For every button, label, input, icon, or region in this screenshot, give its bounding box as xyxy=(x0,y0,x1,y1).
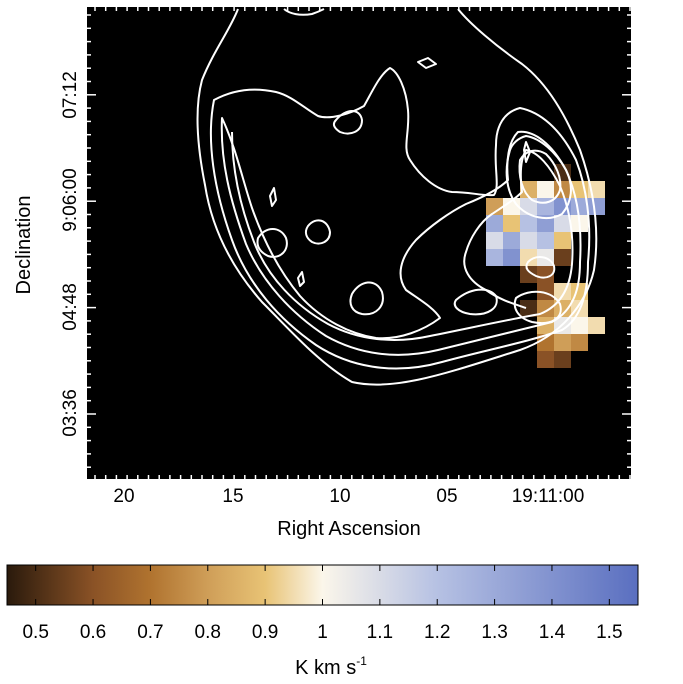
colorbar-tick-label: 1.4 xyxy=(539,622,566,643)
colorbar-tick-label: 1 xyxy=(317,622,328,643)
contour-overlay xyxy=(196,8,598,386)
emission-pixel xyxy=(537,334,554,351)
contour-peak xyxy=(523,141,531,163)
emission-pixel xyxy=(520,249,537,266)
y-tick-label: 04:48 xyxy=(60,283,81,331)
colorbar-title: K km s-1 xyxy=(295,654,367,679)
emission-pixel xyxy=(503,249,520,266)
colorbar-tick-label: 0.7 xyxy=(137,622,163,643)
y-tick-label: 9:06:00 xyxy=(60,168,81,231)
y-axis-title: Declination xyxy=(13,196,35,295)
colorbar-tick-label: 0.9 xyxy=(252,622,278,643)
contour-south-clump-2 xyxy=(513,290,562,324)
emission-pixel xyxy=(503,215,520,232)
emission-pixel xyxy=(537,283,554,300)
contour-outer xyxy=(196,8,598,386)
plot-ticks xyxy=(87,7,631,479)
emission-pixel xyxy=(486,215,503,232)
emission-pixel xyxy=(486,249,503,266)
contour-level-5 xyxy=(505,135,572,220)
emission-pixel xyxy=(537,351,554,368)
map-panel xyxy=(87,7,631,479)
emission-pixel xyxy=(537,232,554,249)
emission-pixel xyxy=(503,232,520,249)
colorbar-strip xyxy=(6,564,639,606)
emission-pixel xyxy=(520,181,537,198)
emission-pixel xyxy=(571,317,588,334)
emission-pixel xyxy=(520,266,537,283)
x-axis-title: Right Ascension xyxy=(277,518,420,540)
emission-pixel xyxy=(537,181,554,198)
emission-pixel xyxy=(554,334,571,351)
contour-level-2 xyxy=(209,67,591,370)
emission-pixel xyxy=(520,300,537,317)
contour-south-clump xyxy=(453,288,498,316)
contour-interior-4 xyxy=(349,281,384,316)
emission-pixel xyxy=(554,232,571,249)
x-tick-labels: 20 15 10 05 19:11:00 xyxy=(113,486,584,507)
emission-pixel xyxy=(571,334,588,351)
emission-pixel xyxy=(554,249,571,266)
contour-interior-3 xyxy=(256,228,288,258)
colorbar: 0.5 0.6 0.7 0.8 0.9 1 1.1 1.2 1.3 1.4 1.5 K km s-1 xyxy=(6,564,639,679)
emission-pixel xyxy=(554,351,571,368)
emission-pixel xyxy=(486,198,503,215)
y-tick-label: 03:36 xyxy=(60,389,81,437)
colorbar-ticks: 0.5 0.6 0.7 0.8 0.9 1 1.1 1.2 1.3 1.4 1.5 xyxy=(22,565,623,643)
y-tick-label: 07:12 xyxy=(60,71,81,119)
colorbar-title-exponent: -1 xyxy=(356,654,367,668)
emission-pixel xyxy=(588,198,605,215)
x-tick-label: 20 xyxy=(113,486,134,507)
y-tick-labels: 03:36 04:48 9:06:00 07:12 xyxy=(60,71,81,437)
contour-interior-5 xyxy=(304,219,331,245)
colorbar-tick-label: 1.3 xyxy=(481,622,507,643)
contour-interior-1 xyxy=(332,110,363,135)
contour-interior-2 xyxy=(417,57,437,69)
emission-pixel xyxy=(588,317,605,334)
colorbar-tick-label: 0.5 xyxy=(22,622,48,643)
emission-pixel xyxy=(520,215,537,232)
colorbar-tick-label: 0.8 xyxy=(195,622,221,643)
contour-south-clump-3 xyxy=(525,256,556,279)
contour-top-arc xyxy=(283,8,325,16)
colorbar-tick-label: 0.6 xyxy=(80,622,106,643)
emission-pixel xyxy=(537,266,554,283)
contour-level-6 xyxy=(518,149,562,204)
emission-pixel xyxy=(520,232,537,249)
emission-pixel xyxy=(554,300,571,317)
x-tick-label: 05 xyxy=(436,486,457,507)
emission-pixel xyxy=(537,215,554,232)
contour-interior-6 xyxy=(269,187,277,207)
colorbar-tick-label: 1.2 xyxy=(424,622,450,643)
contour-level-4 xyxy=(231,131,574,341)
emission-pixel xyxy=(571,198,588,215)
x-tick-label: 15 xyxy=(222,486,243,507)
colorbar-tick-label: 1.1 xyxy=(367,622,393,643)
colorbar-title-units: K km s xyxy=(295,657,356,679)
contour-interior-7 xyxy=(297,271,305,287)
x-tick-label: 19:11:00 xyxy=(512,486,585,507)
emission-pixel xyxy=(486,232,503,249)
emission-pixel xyxy=(554,164,571,181)
x-tick-label: 10 xyxy=(329,486,350,507)
colorbar-tick-label: 1.5 xyxy=(596,622,622,643)
emission-pixel xyxy=(554,215,571,232)
